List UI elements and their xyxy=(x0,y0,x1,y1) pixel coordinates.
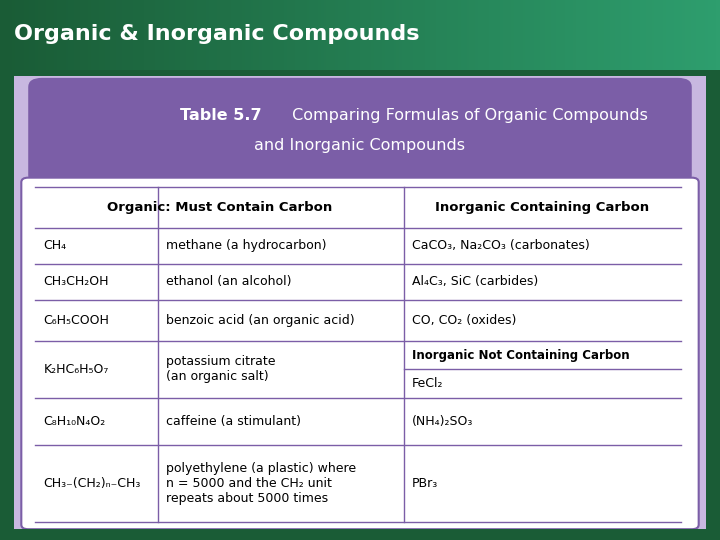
Text: Organic & Inorganic Compounds: Organic & Inorganic Compounds xyxy=(14,24,420,44)
Text: and Inorganic Compounds: and Inorganic Compounds xyxy=(254,138,466,153)
Text: benzoic acid (an organic acid): benzoic acid (an organic acid) xyxy=(166,314,355,327)
Text: CH₃₋(CH₂)ₙ₋CH₃: CH₃₋(CH₂)ₙ₋CH₃ xyxy=(43,477,141,490)
Text: C₈H₁₀N₄O₂: C₈H₁₀N₄O₂ xyxy=(43,415,106,428)
Text: CH₄: CH₄ xyxy=(43,239,66,252)
Text: methane (a hydrocarbon): methane (a hydrocarbon) xyxy=(166,239,327,252)
Text: C₆H₅COOH: C₆H₅COOH xyxy=(43,314,109,327)
Text: Al₄C₃, SiC (carbides): Al₄C₃, SiC (carbides) xyxy=(412,275,538,288)
Text: CO, CO₂ (oxides): CO, CO₂ (oxides) xyxy=(412,314,516,327)
Text: Inorganic Containing Carbon: Inorganic Containing Carbon xyxy=(436,201,649,214)
Text: K₂HC₆H₅O₇: K₂HC₆H₅O₇ xyxy=(43,363,109,376)
Text: potassium citrate
(an organic salt): potassium citrate (an organic salt) xyxy=(166,355,276,383)
FancyBboxPatch shape xyxy=(22,178,698,529)
FancyBboxPatch shape xyxy=(7,73,713,534)
FancyBboxPatch shape xyxy=(28,78,692,185)
Text: caffeine (a stimulant): caffeine (a stimulant) xyxy=(166,415,301,428)
Text: CH₃CH₂OH: CH₃CH₂OH xyxy=(43,275,109,288)
Text: polyethylene (a plastic) where
n = 5000 and the CH₂ unit
repeats about 5000 time: polyethylene (a plastic) where n = 5000 … xyxy=(166,462,356,505)
Text: FeCl₂: FeCl₂ xyxy=(412,377,444,390)
Text: Table 5.7: Table 5.7 xyxy=(180,108,262,123)
Text: Inorganic Not Containing Carbon: Inorganic Not Containing Carbon xyxy=(412,349,629,362)
Text: PBr₃: PBr₃ xyxy=(412,477,438,490)
Text: (NH₄)₂SO₃: (NH₄)₂SO₃ xyxy=(412,415,473,428)
Text: CaCO₃, Na₂CO₃ (carbonates): CaCO₃, Na₂CO₃ (carbonates) xyxy=(412,239,590,252)
Text: Comparing Formulas of Organic Compounds: Comparing Formulas of Organic Compounds xyxy=(287,108,648,123)
Text: ethanol (an alcohol): ethanol (an alcohol) xyxy=(166,275,292,288)
Text: Organic: Must Contain Carbon: Organic: Must Contain Carbon xyxy=(107,201,332,214)
